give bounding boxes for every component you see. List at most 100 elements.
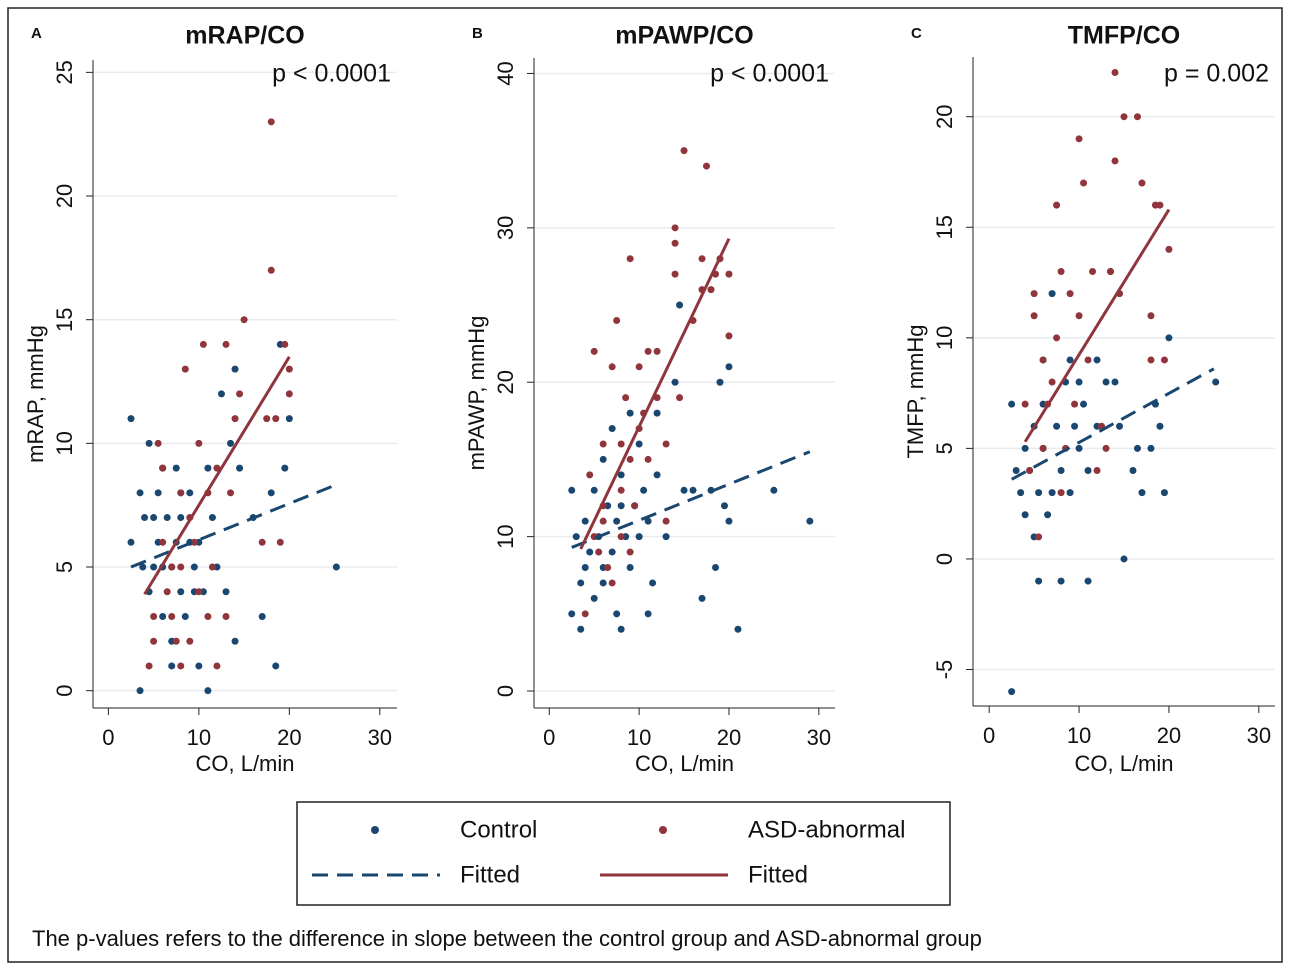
point <box>181 612 189 620</box>
point <box>1156 201 1164 209</box>
point <box>716 378 724 386</box>
x-tick-label: 10 <box>1067 723 1091 748</box>
point <box>1057 489 1065 497</box>
point <box>1048 378 1056 386</box>
point <box>1035 577 1043 585</box>
point <box>1080 400 1088 408</box>
point <box>599 455 607 463</box>
point <box>806 517 814 525</box>
point <box>725 363 733 371</box>
point <box>1089 267 1097 275</box>
x-axis-label: CO, L/min <box>195 751 294 776</box>
x-tick-label: 30 <box>807 725 831 750</box>
x-tick-label: 30 <box>1247 723 1271 748</box>
point <box>1017 489 1025 497</box>
point <box>676 301 684 309</box>
point <box>1138 489 1146 497</box>
point <box>168 662 176 670</box>
point <box>725 270 733 278</box>
fitted-line <box>579 237 731 550</box>
x-tick-label: 10 <box>627 725 651 750</box>
point <box>1133 444 1141 452</box>
point <box>1147 444 1155 452</box>
point <box>1212 378 1220 386</box>
point <box>1039 444 1047 452</box>
point <box>141 514 149 522</box>
point <box>1066 290 1074 298</box>
point <box>263 415 271 423</box>
point <box>163 588 171 596</box>
point <box>281 340 289 348</box>
panel-label: B <box>472 25 483 42</box>
y-tick-label: 40 <box>493 61 518 85</box>
point <box>635 363 643 371</box>
point <box>281 464 289 472</box>
y-tick-label: 10 <box>493 524 518 548</box>
point <box>1021 511 1029 519</box>
point <box>617 486 625 494</box>
point <box>1165 245 1173 253</box>
point <box>267 118 275 126</box>
point <box>1075 444 1083 452</box>
point <box>671 378 679 386</box>
point <box>617 533 625 541</box>
point <box>577 579 585 587</box>
point <box>1111 68 1119 76</box>
point <box>1008 400 1016 408</box>
point <box>222 612 230 620</box>
point <box>258 538 266 546</box>
point <box>222 340 230 348</box>
point <box>590 594 598 602</box>
point <box>204 612 212 620</box>
y-axis-label: TMFP, mmHg <box>903 324 928 458</box>
point <box>217 390 225 398</box>
point <box>617 440 625 448</box>
y-tick-label: 0 <box>52 685 77 697</box>
point <box>285 365 293 373</box>
panel-label: A <box>31 25 42 42</box>
point <box>626 409 634 417</box>
point <box>172 464 180 472</box>
point <box>1075 378 1083 386</box>
point <box>613 517 621 525</box>
point <box>572 533 580 541</box>
point <box>258 612 266 620</box>
point <box>276 538 284 546</box>
point <box>1147 312 1155 320</box>
point <box>608 579 616 587</box>
point <box>236 464 244 472</box>
point <box>190 563 198 571</box>
y-tick-label: 0 <box>932 553 957 565</box>
point <box>231 637 239 645</box>
y-tick-label: 25 <box>52 60 77 84</box>
fitted-line <box>571 450 811 549</box>
point <box>231 415 239 423</box>
y-axis-label: mRAP, mmHg <box>23 325 48 463</box>
point <box>1053 422 1061 430</box>
point <box>1084 577 1092 585</box>
point <box>172 637 180 645</box>
y-tick-label: 5 <box>52 561 77 573</box>
point <box>644 347 652 355</box>
point <box>159 612 167 620</box>
point <box>653 409 661 417</box>
point <box>204 464 212 472</box>
fitted-line <box>1023 208 1171 443</box>
point <box>1044 511 1052 519</box>
point <box>644 610 652 618</box>
x-axis-label: CO, L/min <box>635 751 734 776</box>
point <box>231 365 239 373</box>
point <box>568 610 576 618</box>
point <box>725 517 733 525</box>
y-tick-label: -5 <box>932 660 957 680</box>
point <box>604 564 612 572</box>
y-tick-label: 20 <box>493 370 518 394</box>
point <box>577 625 585 633</box>
point <box>1048 489 1056 497</box>
point <box>208 514 216 522</box>
point <box>195 588 203 596</box>
point <box>195 662 203 670</box>
point <box>689 486 697 494</box>
point <box>617 471 625 479</box>
point <box>272 415 280 423</box>
